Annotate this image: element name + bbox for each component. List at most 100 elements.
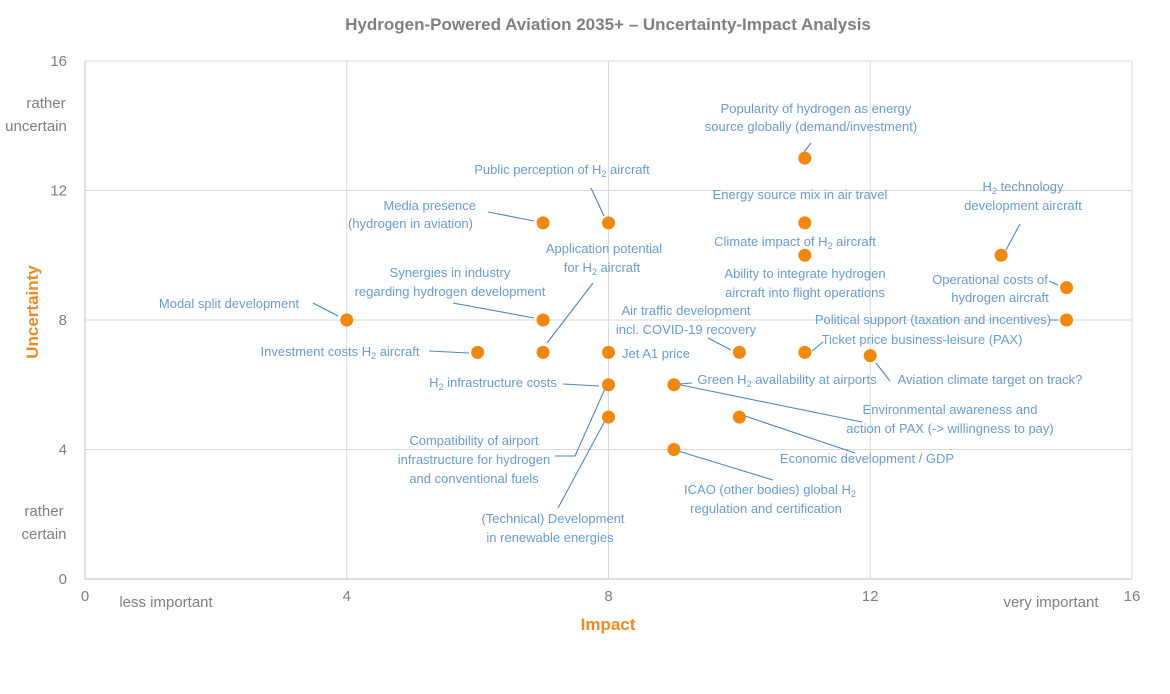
point-label: in renewable energies xyxy=(486,530,614,545)
label-leader-line xyxy=(803,142,812,153)
label-leader-line xyxy=(546,282,594,344)
grid-lines xyxy=(85,60,1133,579)
point-label: Air traffic development xyxy=(621,303,750,318)
label-leader-line xyxy=(811,341,824,352)
label-leader-line xyxy=(557,418,607,509)
point-label: action of PAX (-> willingness to pay) xyxy=(846,421,1054,436)
label-leader-line xyxy=(675,383,863,423)
label-leader-lines xyxy=(312,142,1059,509)
point-label: Ticket price business-leisure (PAX) xyxy=(822,332,1023,347)
point-label: for H2 aircraft xyxy=(564,260,641,277)
label-leader-line xyxy=(312,302,339,317)
y-axis-high-annotation-line1: rather xyxy=(26,95,65,112)
data-point xyxy=(536,313,550,327)
y-tick-label: 12 xyxy=(50,183,67,200)
point-label: development aircraft xyxy=(964,198,1082,213)
label-leader-line xyxy=(487,211,535,222)
point-label: Modal split development xyxy=(159,296,300,311)
point-label: Energy source mix in air travel xyxy=(713,187,888,202)
point-label: Public perception of H2 aircraft xyxy=(474,162,650,179)
data-point xyxy=(602,345,615,359)
label-leader-line xyxy=(562,383,600,387)
data-point xyxy=(602,410,615,424)
data-point xyxy=(732,345,746,359)
point-label: Jet A1 price xyxy=(622,346,690,361)
y-tick-label: 8 xyxy=(59,312,67,329)
point-label: Ability to integrate hydrogen xyxy=(724,266,885,281)
data-point xyxy=(732,410,746,424)
x-axis-high-annotation: very important xyxy=(1003,594,1099,611)
x-tick-label: 16 xyxy=(1124,588,1141,605)
label-leader-line xyxy=(428,350,470,354)
label-leader-line xyxy=(707,337,732,351)
data-point xyxy=(798,151,812,165)
point-label: Economic development / GDP xyxy=(780,451,954,466)
x-axis-low-annotation: less important xyxy=(119,594,213,611)
y-axis-label: Uncertainty xyxy=(23,265,42,359)
data-point xyxy=(536,345,550,359)
point-label: regulation and certification xyxy=(690,501,842,516)
label-leader-line xyxy=(678,382,693,385)
data-point xyxy=(798,248,812,262)
point-label: Climate impact of H2 aircraft xyxy=(714,234,876,251)
data-point xyxy=(340,313,354,327)
point-label: H2 infrastructure costs xyxy=(429,375,557,392)
point-label: infrastructure for hydrogen xyxy=(398,452,550,467)
label-leader-line xyxy=(1005,223,1021,251)
axes: 0 4 8 12 16 0 4 8 12 16 xyxy=(50,53,1140,605)
point-label: Synergies in industry xyxy=(390,265,511,280)
label-leader-line xyxy=(1048,280,1059,286)
point-label: Political support (taxation and incentiv… xyxy=(815,312,1051,327)
point-label: aircraft into flight operations xyxy=(725,285,885,300)
point-label: Operational costs of xyxy=(932,272,1048,287)
point-label: Aviation climate target on track? xyxy=(898,372,1083,387)
point-label: and conventional fuels xyxy=(409,471,539,486)
x-tick-label: 0 xyxy=(81,588,89,605)
point-label: Investment costs H2 aircraft xyxy=(261,344,420,361)
y-tick-label: 16 xyxy=(50,53,67,70)
label-leader-line xyxy=(590,187,605,217)
data-point xyxy=(798,345,812,359)
data-point xyxy=(798,216,812,230)
x-tick-label: 8 xyxy=(604,588,612,605)
data-points xyxy=(340,151,1074,456)
data-point xyxy=(602,378,615,392)
point-label: Compatibility of airport xyxy=(409,433,539,448)
point-label: ICAO (other bodies) global H2 xyxy=(684,482,856,499)
y-tick-label: 4 xyxy=(59,442,67,459)
data-point xyxy=(1060,281,1074,295)
point-labels: Popularity of hydrogen as energy source g… xyxy=(159,101,1082,545)
x-tick-label: 4 xyxy=(343,588,351,605)
y-axis-low-annotation-line2: certain xyxy=(21,526,66,543)
label-leader-line xyxy=(452,302,535,319)
data-point xyxy=(471,345,485,359)
y-tick-label: 0 xyxy=(59,571,67,588)
point-label: Environmental awareness and xyxy=(863,402,1038,417)
x-tick-label: 12 xyxy=(862,588,879,605)
point-label: incl. COVID-19 recovery xyxy=(616,322,757,337)
point-label: Green H2 availability at airports xyxy=(697,372,877,389)
point-label: source globally (demand/investment) xyxy=(705,119,917,134)
point-label: regarding hydrogen development xyxy=(355,284,546,299)
chart-title: Hydrogen-Powered Aviation 2035+ – Uncert… xyxy=(345,15,871,34)
data-point xyxy=(994,248,1008,262)
point-label: (hydrogen in aviation) xyxy=(348,216,473,231)
label-leader-line xyxy=(677,450,774,481)
point-label: Popularity of hydrogen as energy xyxy=(721,101,912,116)
data-point xyxy=(536,216,550,230)
label-leader-line xyxy=(738,413,856,454)
point-label: H2 technology xyxy=(983,179,1064,196)
y-axis-high-annotation-line2: uncertain xyxy=(5,118,67,135)
x-axis-label: Impact xyxy=(581,615,636,634)
data-point xyxy=(863,349,877,363)
label-leader-line xyxy=(555,381,609,457)
label-leader-line xyxy=(875,362,891,382)
data-point xyxy=(667,443,681,456)
data-point xyxy=(1060,313,1074,327)
data-point xyxy=(667,378,681,392)
point-label: (Technical) Development xyxy=(481,511,624,526)
point-label: hydrogen aircraft xyxy=(951,290,1049,305)
point-label: Media presence xyxy=(384,198,477,213)
y-axis-low-annotation-line1: rather xyxy=(24,503,63,520)
